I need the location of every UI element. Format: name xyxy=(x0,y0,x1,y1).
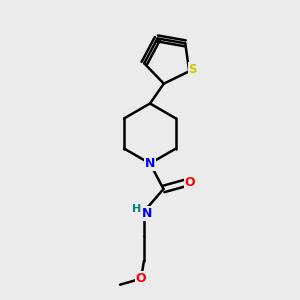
Text: H: H xyxy=(132,204,141,214)
Text: O: O xyxy=(184,176,195,190)
Text: S: S xyxy=(188,63,197,76)
Text: N: N xyxy=(142,207,152,220)
Text: O: O xyxy=(136,272,146,285)
Text: N: N xyxy=(145,157,155,170)
